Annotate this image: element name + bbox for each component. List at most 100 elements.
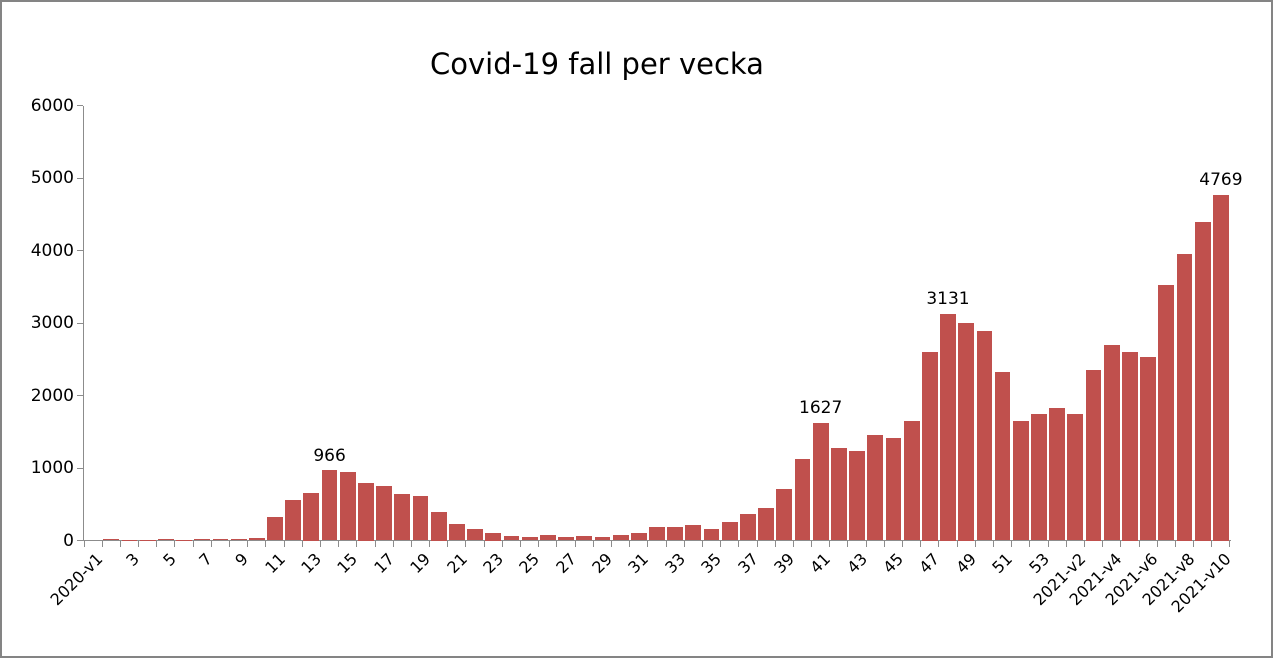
bar-2020-v44 <box>867 434 884 541</box>
x-axis-tick <box>847 540 849 547</box>
bar-2020-v49 <box>958 323 975 541</box>
x-axis-tick <box>1029 540 1031 547</box>
bar-2020-v17 <box>376 485 393 541</box>
x-axis-tick <box>392 540 394 547</box>
x-axis-tick <box>138 540 140 547</box>
x-axis-tick <box>410 540 412 547</box>
bar-2020-v38 <box>758 507 775 541</box>
x-axis-tick <box>265 540 267 547</box>
bar-2020-v53 <box>1031 414 1047 541</box>
x-axis-label-3: 3 <box>122 549 144 570</box>
y-axis-label-3000: 3000 <box>30 313 74 333</box>
bar-2021-v8 <box>1176 254 1193 541</box>
y-axis-line <box>83 105 84 541</box>
bar-2021-v3 <box>1085 370 1102 541</box>
bar-2021-v10 <box>1212 194 1229 541</box>
x-axis-tick <box>283 540 285 547</box>
x-axis-label-15: 15 <box>333 549 362 578</box>
x-axis-tick <box>319 540 321 547</box>
x-axis-tick <box>1156 540 1158 547</box>
x-axis-tick <box>465 540 467 547</box>
y-axis-label-1000: 1000 <box>30 458 74 478</box>
x-axis-tick <box>538 540 540 547</box>
bar-2020-v8 <box>212 539 229 541</box>
bar-2020-v31 <box>630 532 647 541</box>
bar-2020-v20 <box>430 511 447 541</box>
x-axis-label-39: 39 <box>770 549 799 578</box>
bar-2020-v35 <box>703 528 720 541</box>
bar-2020-v52 <box>1012 420 1029 541</box>
bar-2020-v9 <box>230 539 247 541</box>
chart-title: Covid-19 fall per vecka <box>430 47 764 81</box>
bar-2020-v16 <box>358 482 374 541</box>
x-axis-tick <box>501 540 503 547</box>
x-axis-tick <box>247 540 249 547</box>
y-axis-tick <box>77 250 83 251</box>
bar-2020-v14 <box>321 470 338 541</box>
x-axis-tick <box>101 540 103 547</box>
y-axis-tick <box>77 177 83 179</box>
bar-2020-v48 <box>940 313 956 541</box>
x-axis-tick <box>574 540 576 547</box>
x-axis-label-47: 47 <box>915 549 944 578</box>
bar-2020-v45 <box>885 437 902 541</box>
bar-2021-v9 <box>1194 221 1211 541</box>
x-axis-label-35: 35 <box>697 549 726 578</box>
x-axis-label-13: 13 <box>297 549 326 578</box>
x-axis-tick <box>938 540 940 547</box>
bar-2020-v26 <box>539 534 556 541</box>
x-axis-tick <box>520 540 522 547</box>
x-axis-label-53: 53 <box>1024 549 1053 578</box>
x-axis-tick <box>1047 540 1049 547</box>
x-axis-label-7: 7 <box>195 549 216 570</box>
x-axis-tick <box>374 540 376 547</box>
x-axis-tick <box>210 540 212 547</box>
bar-2020-v30 <box>612 535 629 541</box>
x-axis-tick <box>665 540 667 547</box>
bar-2021-v6 <box>1140 357 1157 541</box>
x-axis-tick <box>611 540 612 547</box>
x-axis-tick <box>1174 540 1176 547</box>
x-axis-tick <box>192 540 194 547</box>
x-axis-tick <box>956 540 958 547</box>
bar-2020-v13 <box>303 493 320 541</box>
x-axis-tick <box>556 540 558 547</box>
bar-2020-v39 <box>776 489 793 541</box>
x-axis-tick <box>1011 540 1013 547</box>
bar-2020-v24 <box>503 535 520 541</box>
x-axis-tick <box>701 540 703 547</box>
x-axis-label-33: 33 <box>661 549 689 578</box>
x-axis-label-43: 43 <box>843 549 871 578</box>
x-axis-label-37: 37 <box>733 549 762 578</box>
bar-2021-v2 <box>1067 414 1084 541</box>
x-axis-tick <box>883 540 885 547</box>
x-axis-tick <box>592 540 594 547</box>
x-axis-tick <box>1083 540 1085 547</box>
x-axis-label-45: 45 <box>879 549 908 578</box>
y-axis-tick <box>77 395 83 396</box>
x-axis-tick <box>156 540 158 547</box>
x-axis-tick <box>483 540 485 547</box>
bar-2020-v21 <box>449 523 465 541</box>
x-axis-tick <box>1193 540 1195 547</box>
x-axis-label-11: 11 <box>260 549 289 578</box>
x-axis-label-23: 23 <box>479 549 508 578</box>
x-axis-tick <box>338 540 340 547</box>
y-axis-label-2000: 2000 <box>30 385 74 406</box>
y-axis-tick <box>77 322 83 324</box>
x-axis-label-31: 31 <box>624 549 653 578</box>
bar-2020-v32 <box>649 527 665 541</box>
x-axis-tick <box>83 540 85 547</box>
bar-2020-v28 <box>576 536 593 541</box>
x-axis-tick <box>1065 540 1067 547</box>
data-label-1627: 1627 <box>799 397 843 418</box>
y-axis-label-4000: 4000 <box>30 240 74 261</box>
x-axis-label-19: 19 <box>406 549 435 578</box>
bar-2020-v12 <box>285 500 302 541</box>
y-axis-label-0: 0 <box>63 530 74 551</box>
y-axis-label-6000: 6000 <box>30 95 74 116</box>
x-axis-tick <box>974 540 976 547</box>
x-axis-tick <box>229 540 231 547</box>
bar-2020-v37 <box>740 514 756 541</box>
